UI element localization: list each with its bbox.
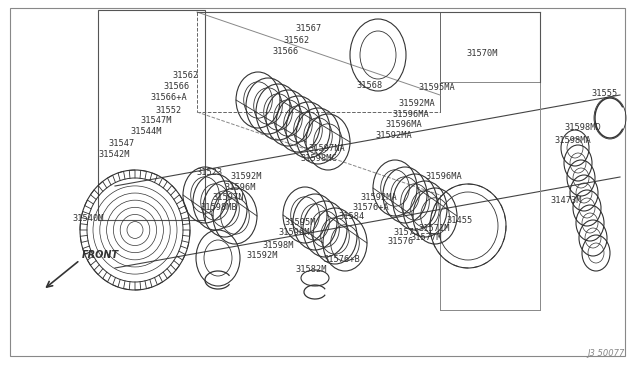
Text: 31455: 31455 [446, 215, 472, 224]
Text: 31598M: 31598M [262, 241, 294, 250]
Text: 31595MA: 31595MA [418, 83, 455, 92]
Text: 31592MA: 31592MA [398, 99, 435, 108]
Text: 31596MA: 31596MA [425, 171, 461, 180]
Text: 31596M: 31596M [224, 183, 255, 192]
Text: 31596MA: 31596MA [392, 109, 429, 119]
Text: 31523: 31523 [196, 167, 222, 176]
Text: 31598MA: 31598MA [554, 135, 591, 144]
Text: 31597N: 31597N [212, 192, 243, 202]
Text: 31570M: 31570M [466, 48, 497, 58]
Text: 31566+A: 31566+A [150, 93, 187, 102]
Text: 31598MB: 31598MB [200, 202, 237, 212]
Text: 31547: 31547 [108, 138, 134, 148]
Text: 31562: 31562 [283, 35, 309, 45]
Text: 31596M: 31596M [278, 228, 310, 237]
Text: 31595M: 31595M [284, 218, 316, 227]
Text: 31575: 31575 [393, 228, 419, 237]
Text: 31577M: 31577M [410, 232, 442, 241]
Text: 31555: 31555 [591, 89, 617, 97]
Text: 31576+A: 31576+A [352, 202, 388, 212]
Text: 31540M: 31540M [72, 214, 104, 222]
Text: 31592M: 31592M [246, 250, 278, 260]
Text: 31596MA: 31596MA [385, 119, 422, 128]
Text: 31544M: 31544M [130, 126, 161, 135]
Text: FRONT: FRONT [82, 250, 119, 260]
Text: 31542M: 31542M [98, 150, 129, 158]
Text: 31566: 31566 [272, 46, 298, 55]
Text: 31568: 31568 [356, 80, 382, 90]
Text: 31598MC: 31598MC [300, 154, 337, 163]
Text: 31473M: 31473M [550, 196, 582, 205]
Text: 31547M: 31547M [140, 115, 172, 125]
Text: 31592M: 31592M [230, 171, 262, 180]
Text: 31597NA: 31597NA [308, 144, 345, 153]
Text: 31552: 31552 [155, 106, 181, 115]
Text: 31562: 31562 [172, 71, 198, 80]
Bar [98, 10, 205, 220]
Text: 31566: 31566 [163, 81, 189, 90]
Text: 31598MD: 31598MD [564, 122, 601, 131]
Text: 31592MA: 31592MA [360, 192, 397, 202]
Text: 31567: 31567 [295, 23, 321, 32]
Text: 31584: 31584 [338, 212, 364, 221]
Text: 31592MA: 31592MA [375, 131, 412, 140]
Text: 31576+B: 31576+B [323, 254, 360, 263]
Text: 31576: 31576 [387, 237, 413, 246]
Text: 31571M: 31571M [418, 224, 449, 232]
Text: J3 50077: J3 50077 [588, 349, 625, 358]
Text: 31582M: 31582M [295, 264, 326, 273]
